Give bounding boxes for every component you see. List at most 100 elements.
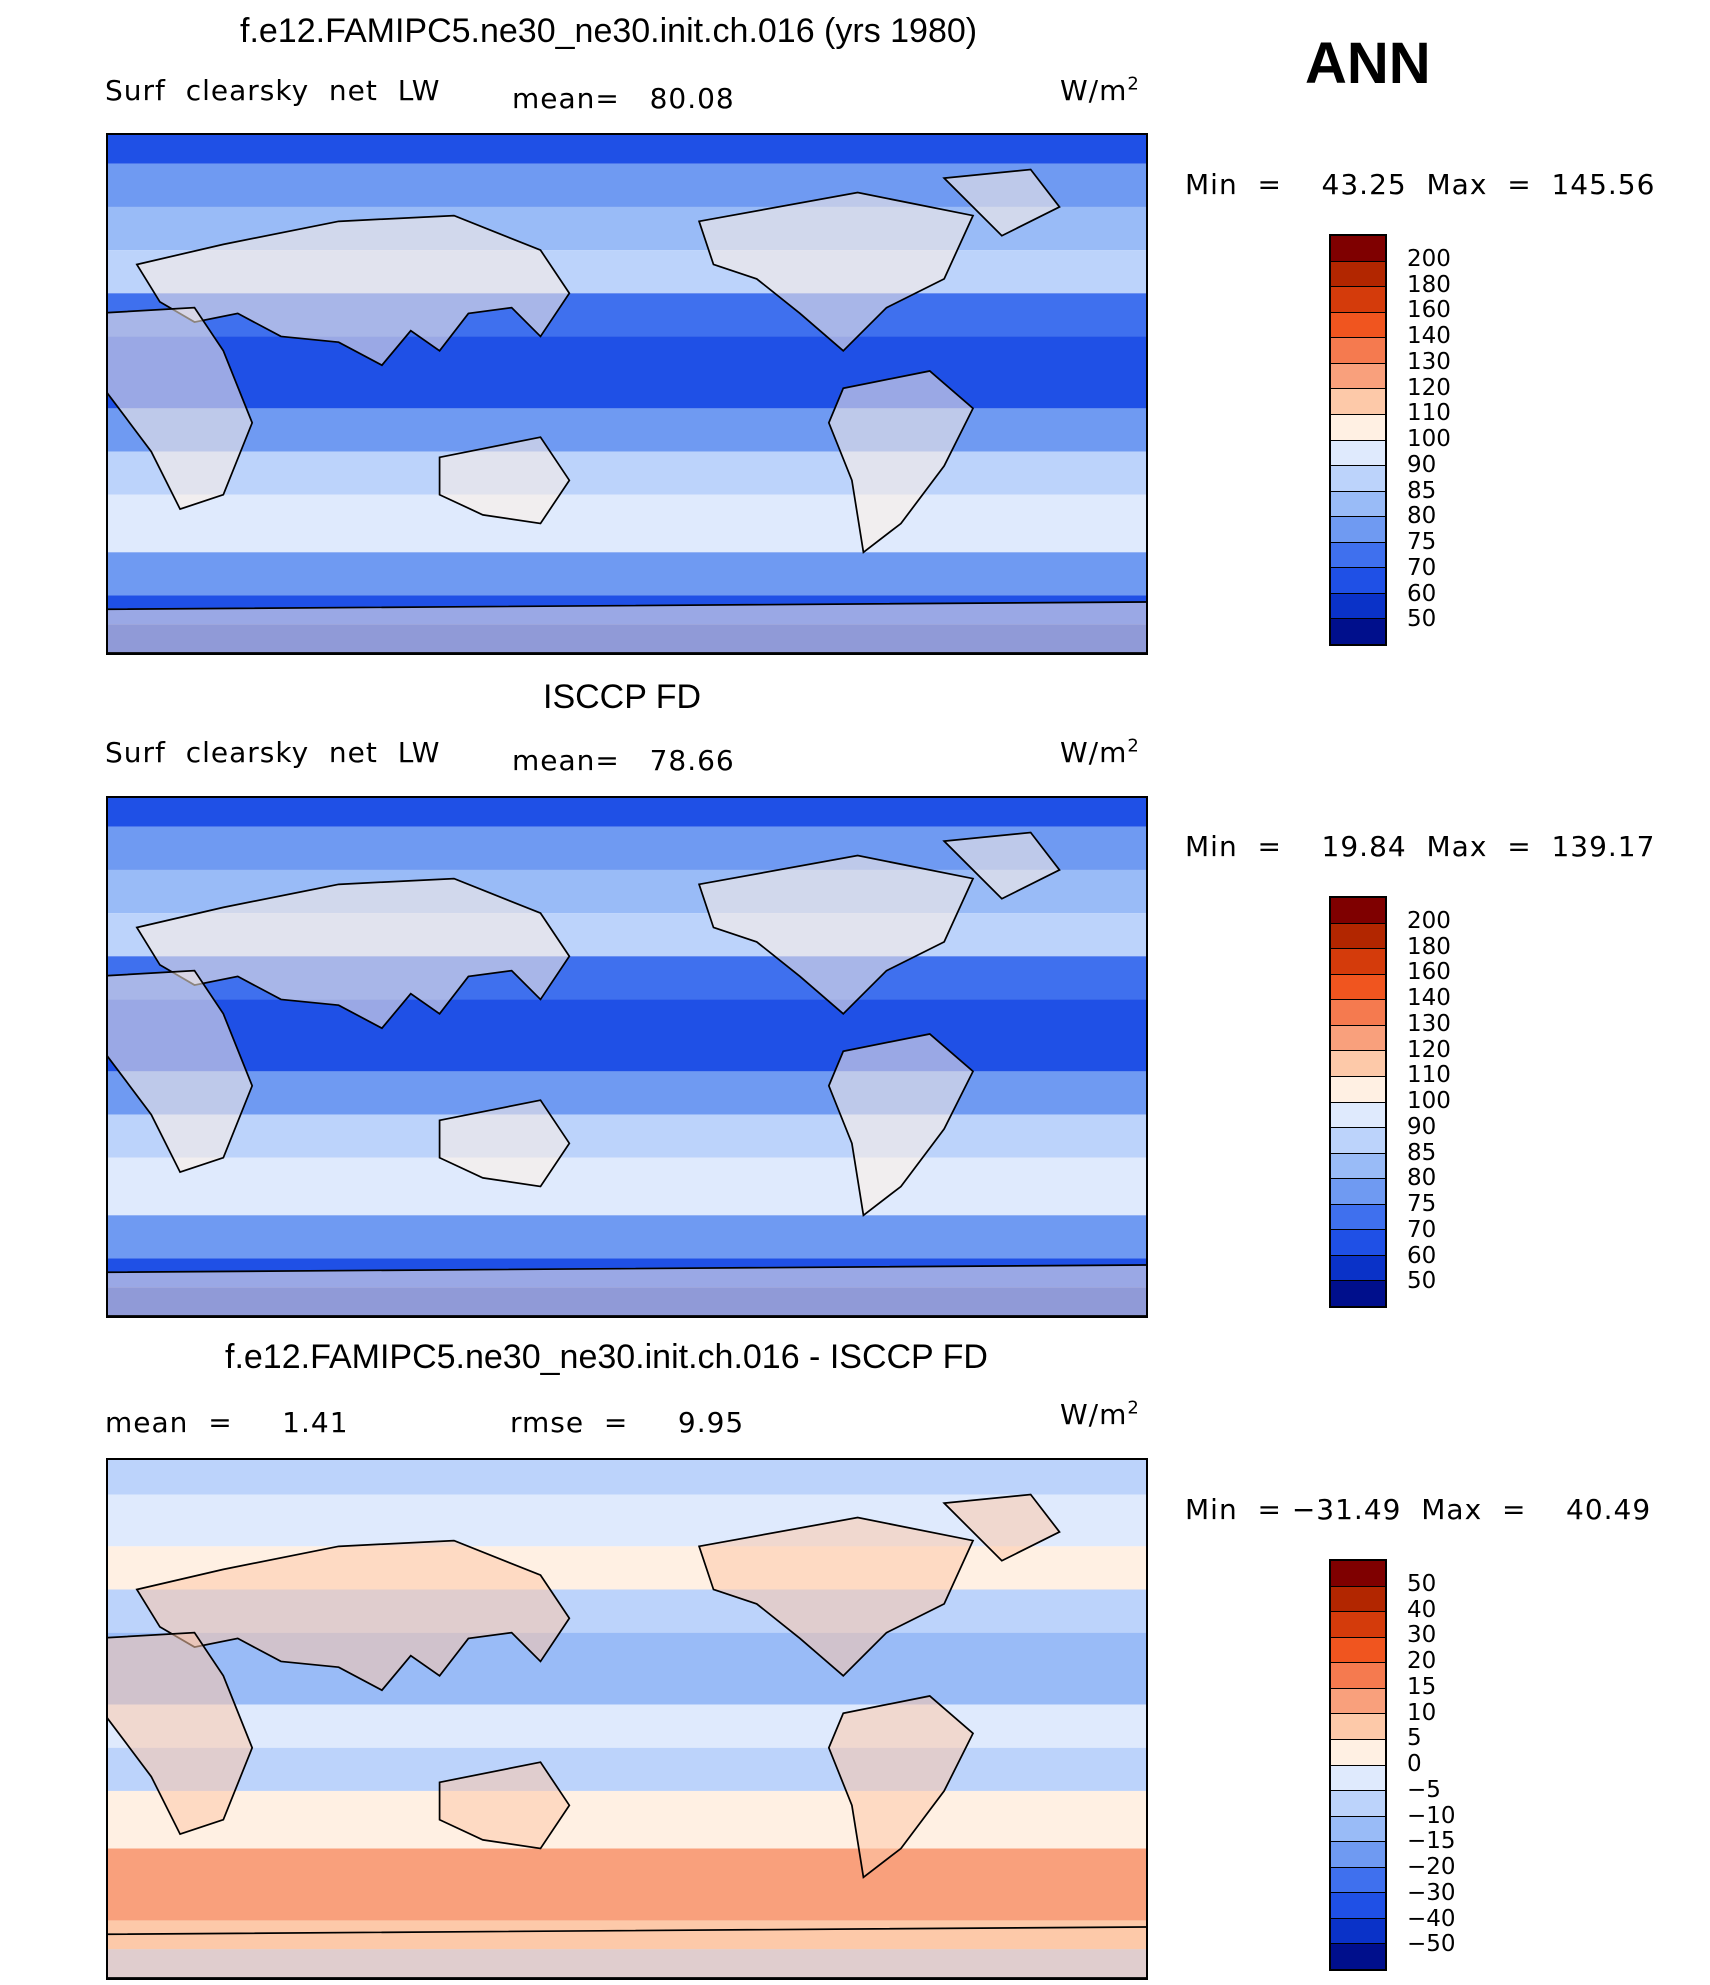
colorbar-swatch: [1331, 1128, 1385, 1154]
coastline: [108, 1264, 1146, 1316]
field-band: [108, 1071, 1146, 1115]
coastline: [942, 168, 1061, 237]
colorbar-swatch: [1331, 414, 1385, 441]
colorbar-swatch: [1331, 974, 1385, 1001]
panel3-mean-label: mean = 1.41: [105, 1406, 349, 1439]
colorbar-swatch: [1331, 1791, 1385, 1817]
colorbar-swatch: [1331, 1586, 1385, 1613]
panel3-units: W/m2: [1060, 1397, 1140, 1431]
colorbar-tick-label: 75: [1407, 1191, 1437, 1217]
colorbar-swatch: [1331, 898, 1385, 924]
coastline: [827, 1695, 975, 1879]
colorbar-swatch: [1331, 363, 1385, 390]
coastline: [697, 1516, 975, 1678]
panel2-minmax: Min = 19.84 Max = 139.17: [1185, 830, 1656, 863]
panel1-title: f.e12.FAMIPC5.ne30_ne30.init.ch.016 (yrs…: [240, 12, 978, 50]
field-band: [108, 552, 1146, 596]
colorbar-tick-label: 100: [1407, 426, 1451, 452]
colorbar-tick-label: 110: [1407, 1062, 1451, 1089]
colorbar-tick-label: −40: [1407, 1905, 1456, 1932]
colorbar-tick-label: 50: [1407, 1570, 1437, 1597]
panel2-units: W/m2: [1060, 735, 1140, 769]
colorbar-swatch: [1331, 466, 1385, 492]
field-band: [108, 408, 1146, 452]
panel2-title: ISCCP FD: [543, 678, 702, 716]
colorbar-swatch: [1331, 1281, 1385, 1306]
coastline: [108, 969, 254, 1174]
coastline: [942, 1493, 1061, 1562]
coastline: [108, 1926, 1146, 1978]
colorbar-tick-label: 80: [1407, 503, 1437, 530]
colorbar-swatch: [1331, 236, 1385, 262]
field-band: [108, 135, 1146, 164]
colorbar-tick-label: −15: [1407, 1828, 1456, 1855]
colorbar-swatch: [1331, 1867, 1385, 1894]
panel2-variable-label: Surf clearsky net LW: [105, 736, 441, 769]
colorbar-swatch: [1331, 1944, 1385, 1969]
coastline: [108, 601, 1146, 653]
panel1-mean-label: mean= 80.08: [512, 82, 735, 115]
colorbar-tick-label: 140: [1407, 323, 1451, 349]
field-band: [108, 1747, 1146, 1791]
colorbar-tick-label: −10: [1407, 1802, 1456, 1829]
colorbar-tick-label: 10: [1407, 1699, 1437, 1726]
colorbar-swatch: [1331, 1179, 1385, 1205]
coastline: [135, 1539, 571, 1692]
colorbar-swatch: [1331, 261, 1385, 288]
colorbar-swatch: [1331, 1000, 1385, 1026]
colorbar-tick-label: 160: [1407, 297, 1451, 324]
coastline: [135, 214, 571, 367]
colorbar-tick-label: −30: [1407, 1879, 1456, 1906]
colorbar-tick-label: 130: [1407, 348, 1451, 375]
colorbar-tick-label: 200: [1407, 245, 1451, 272]
colorbar-swatch: [1331, 1714, 1385, 1740]
panel1-variable-label: Surf clearsky net LW: [105, 74, 441, 107]
panel1-minmax: Min = 43.25 Max = 145.56: [1185, 168, 1656, 201]
colorbar-tick-label: 85: [1407, 477, 1437, 504]
panel3-minmax: Min = −31.49 Max = 40.49: [1185, 1493, 1652, 1526]
colorbar-tick-label: 5: [1407, 1725, 1422, 1752]
coastline: [108, 306, 254, 511]
colorbar-tick-label: 70: [1407, 554, 1437, 581]
field-band: [108, 1114, 1146, 1158]
colorbar-swatch: [1331, 1561, 1385, 1587]
colorbar-swatch: [1331, 1739, 1385, 1766]
field-band: [108, 1157, 1146, 1216]
colorbar-tick-label: 100: [1407, 1088, 1451, 1114]
field-band: [108, 1848, 1146, 1921]
colorbar-swatch: [1331, 1637, 1385, 1664]
coastline: [438, 436, 571, 525]
colorbar-tick-label: 90: [1407, 1113, 1437, 1140]
colorbar-tick-label: 40: [1407, 1596, 1437, 1623]
panel1-units: W/m2: [1060, 73, 1140, 107]
colorbar-tick-label: 0: [1407, 1751, 1422, 1777]
colorbar-swatch: [1331, 1842, 1385, 1868]
coastline: [697, 191, 975, 353]
colorbar-tick-label: 75: [1407, 529, 1437, 555]
field-band: [108, 494, 1146, 553]
field-band: [108, 336, 1146, 409]
colorbar-tick-label: 60: [1407, 1242, 1437, 1269]
colorbar-swatch: [1331, 568, 1385, 594]
colorbar-tick-label: 20: [1407, 1648, 1437, 1674]
field-band: [108, 451, 1146, 495]
colorbar-swatch: [1331, 1816, 1385, 1843]
colorbar-tick-label: −20: [1407, 1854, 1456, 1880]
coastline: [108, 1631, 254, 1836]
season-label: ANN: [1305, 31, 1431, 96]
colorbar-swatch: [1331, 338, 1385, 364]
colorbar-swatch: [1331, 1051, 1385, 1077]
colorbar-swatch: [1331, 1893, 1385, 1919]
panel3-title: f.e12.FAMIPC5.ne30_ne30.init.ch.016 - IS…: [225, 1338, 988, 1376]
panel3-rmse-label: rmse = 9.95: [510, 1406, 745, 1439]
coastline: [438, 1761, 571, 1850]
colorbar-tick-label: 180: [1407, 271, 1451, 298]
colorbar-tick-label: 80: [1407, 1165, 1437, 1192]
colorbar-swatch: [1331, 1076, 1385, 1103]
coastline: [827, 370, 975, 554]
colorbar-swatch: [1331, 1025, 1385, 1052]
colorbar-swatch: [1331, 1612, 1385, 1638]
colorbar-swatch: [1331, 1663, 1385, 1689]
colorbar-swatch: [1331, 923, 1385, 950]
colorbar-swatch: [1331, 542, 1385, 569]
